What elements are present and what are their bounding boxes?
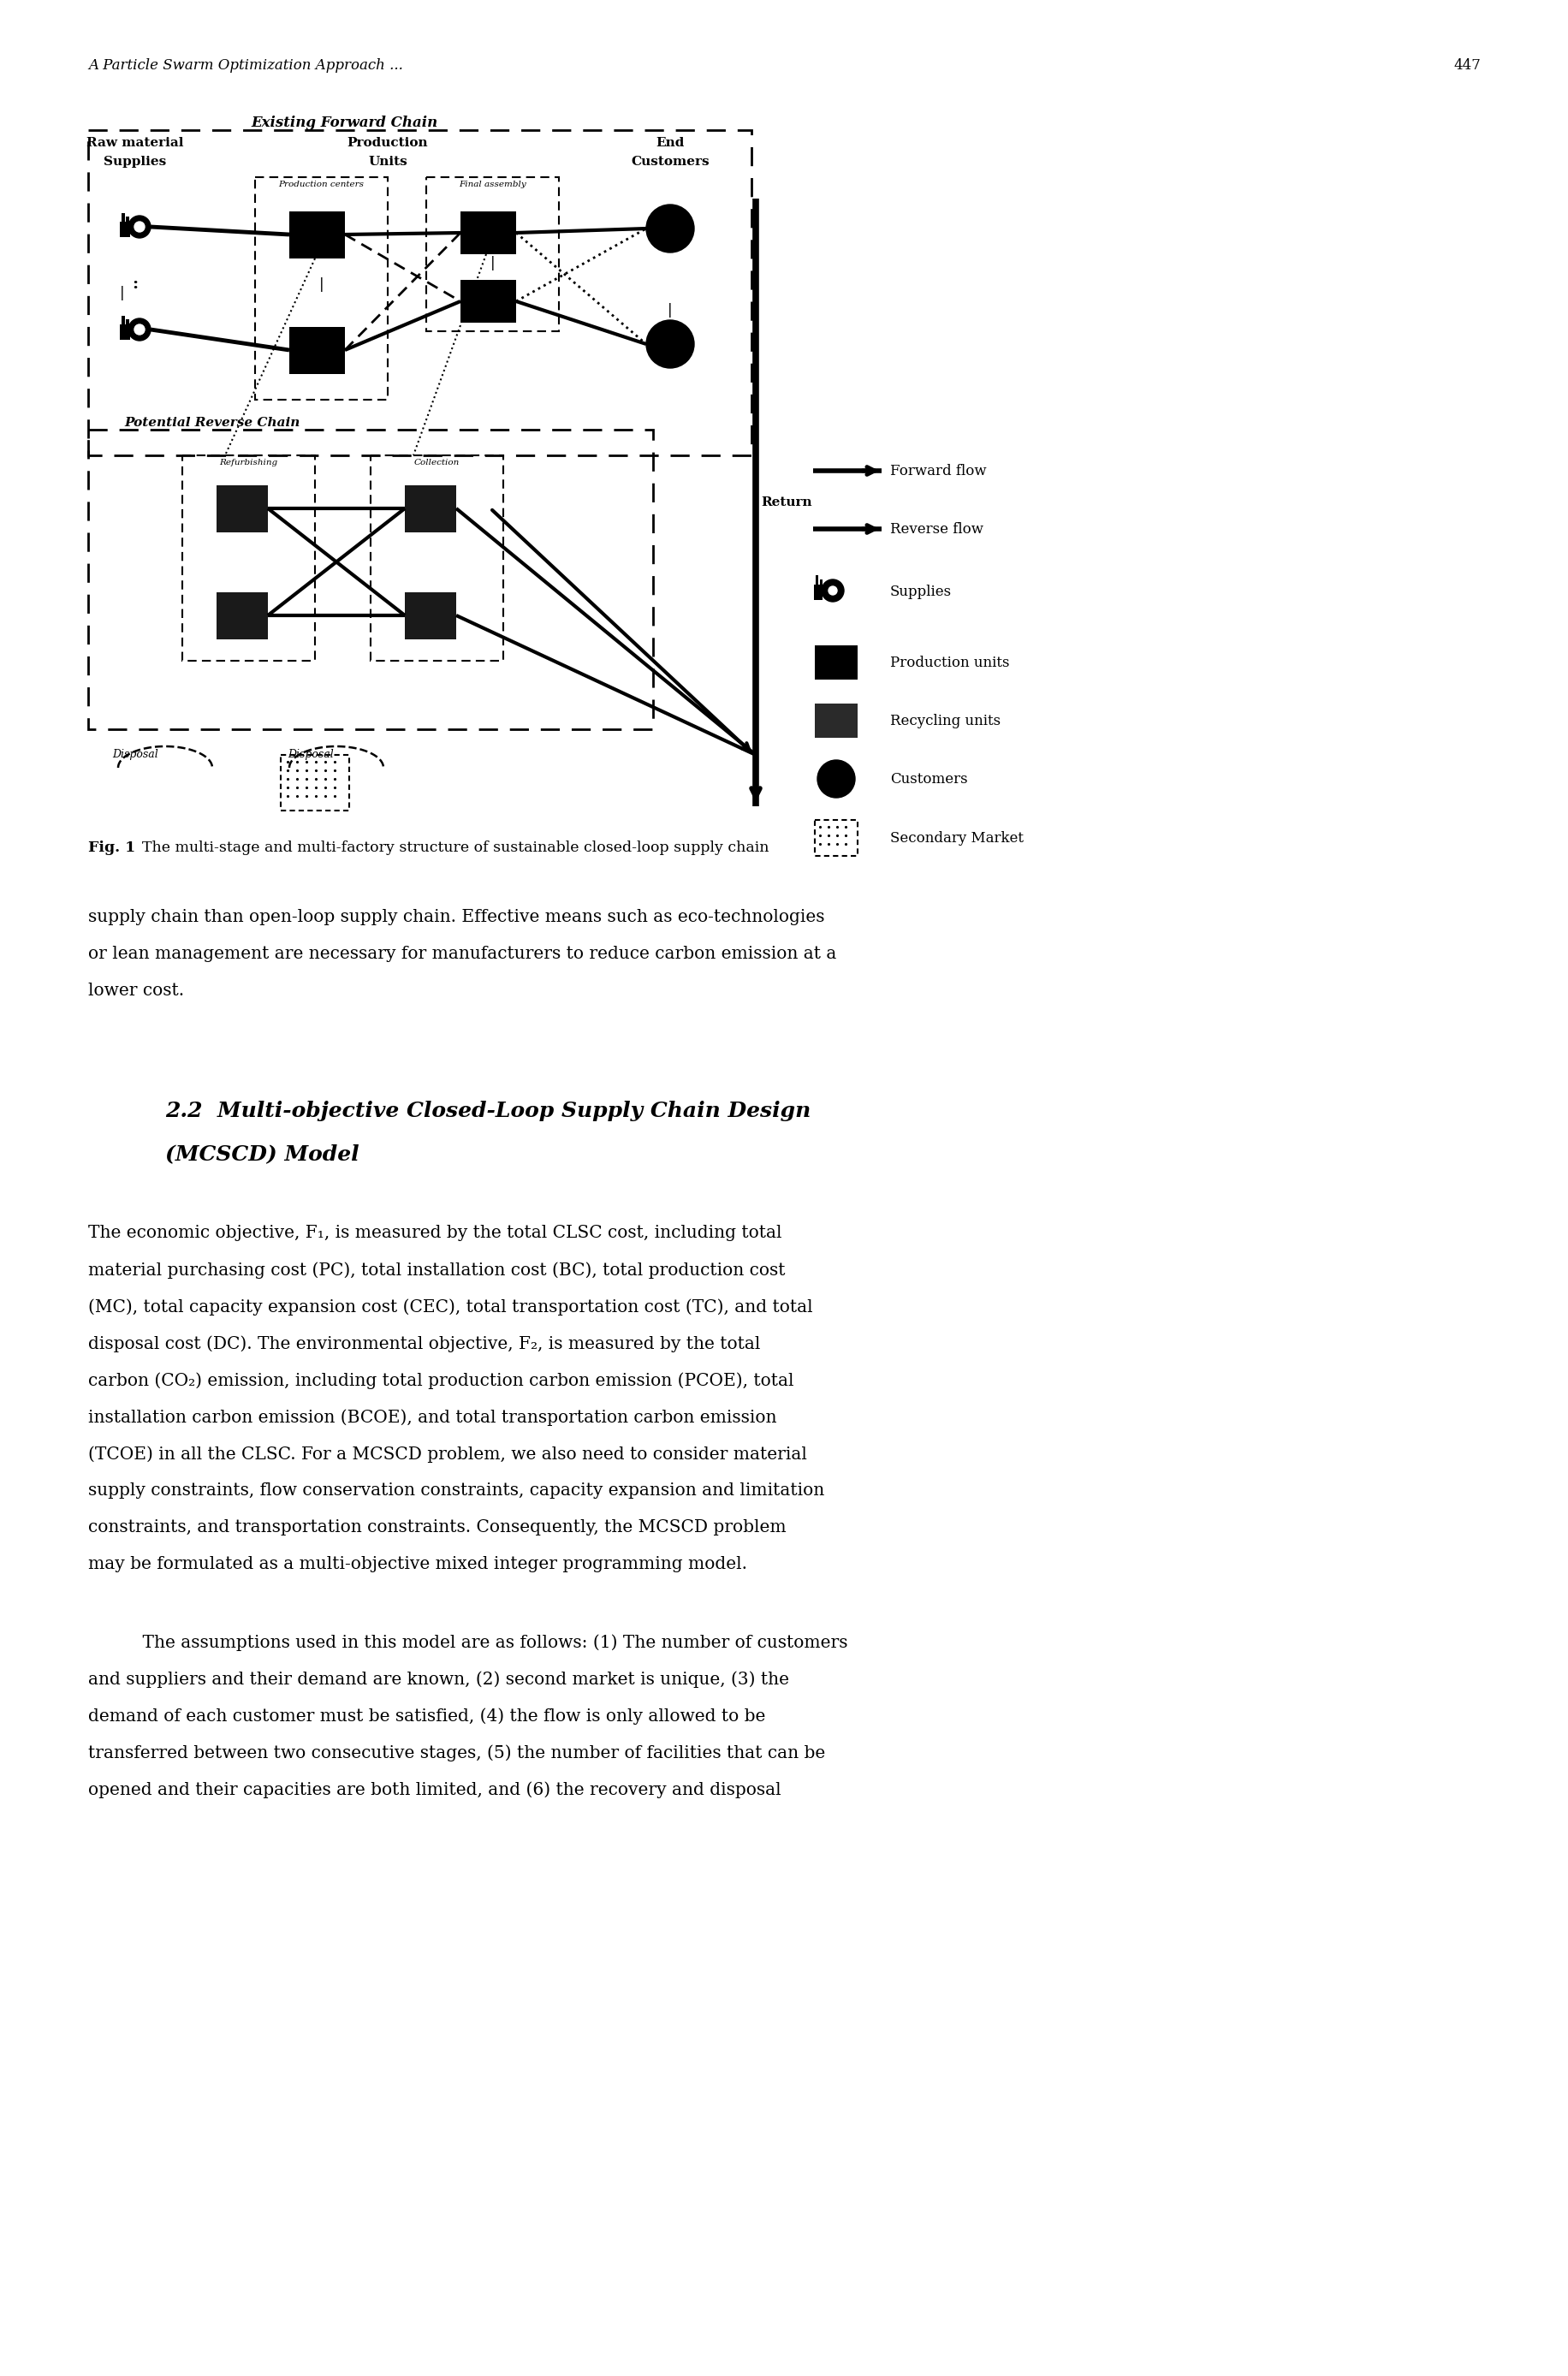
Text: |: | <box>489 257 495 271</box>
Bar <box>461 211 516 254</box>
Text: constraints, and transportation constraints. Consequently, the MCSCD problem: constraints, and transportation constrai… <box>88 1518 786 1535</box>
Text: opened and their capacities are both limited, and (6) the recovery and disposal: opened and their capacities are both lim… <box>88 1782 781 1799</box>
Text: |: | <box>318 278 323 292</box>
Text: (TCOE) in all the CLSC. For a MCSCD problem, we also need to consider material: (TCOE) in all the CLSC. For a MCSCD prob… <box>88 1445 806 1464</box>
Text: Potential Reverse Chain: Potential Reverse Chain <box>124 416 299 428</box>
Text: (MC), total capacity expansion cost (CEC), total transportation cost (TC), and t: (MC), total capacity expansion cost (CEC… <box>88 1297 812 1316</box>
Text: supply constraints, flow conservation constraints, capacity expansion and limita: supply constraints, flow conservation co… <box>88 1483 825 1499</box>
Bar <box>121 214 125 223</box>
Text: 447: 447 <box>1452 57 1480 74</box>
Text: supply chain than open-loop supply chain. Effective means such as eco-technologi: supply chain than open-loop supply chain… <box>88 910 825 924</box>
Bar <box>461 280 516 323</box>
Circle shape <box>822 580 844 601</box>
Bar <box>256 178 387 399</box>
Bar <box>88 430 652 729</box>
Text: Fig. 1: Fig. 1 <box>88 841 135 855</box>
Text: Customers: Customers <box>630 157 709 169</box>
Circle shape <box>129 216 151 238</box>
Text: Collection: Collection <box>414 459 459 466</box>
Circle shape <box>135 221 144 233</box>
Text: Forward flow: Forward flow <box>889 463 986 478</box>
Bar <box>281 756 350 810</box>
Circle shape <box>129 318 151 340</box>
Text: Production units: Production units <box>889 656 1008 670</box>
Text: transferred between two consecutive stages, (5) the number of facilities that ca: transferred between two consecutive stag… <box>88 1744 825 1761</box>
Bar <box>405 592 456 639</box>
Text: disposal cost (DC). The environmental objective, F₂, is measured by the total: disposal cost (DC). The environmental ob… <box>88 1335 760 1352</box>
Bar <box>370 456 503 661</box>
Text: Units: Units <box>368 157 408 169</box>
Text: Disposal: Disposal <box>113 748 158 760</box>
Bar <box>814 584 822 601</box>
Bar <box>814 703 858 739</box>
Text: End: End <box>655 138 684 150</box>
Text: may be formulated as a multi-objective mixed integer programming model.: may be formulated as a multi-objective m… <box>88 1556 746 1573</box>
Text: and suppliers and their demand are known, (2) second market is unique, (3) the: and suppliers and their demand are known… <box>88 1670 789 1687</box>
Text: Production: Production <box>347 138 428 150</box>
Circle shape <box>817 760 855 798</box>
Bar <box>121 316 125 326</box>
Circle shape <box>646 321 693 368</box>
Text: A Particle Swarm Optimization Approach ...: A Particle Swarm Optimization Approach .… <box>88 57 403 74</box>
Bar <box>182 456 315 661</box>
Bar <box>119 326 130 340</box>
Bar <box>426 178 558 330</box>
Text: The multi-stage and multi-factory structure of sustainable closed-loop supply ch: The multi-stage and multi-factory struct… <box>133 841 768 855</box>
Text: Supplies: Supplies <box>103 157 166 169</box>
Text: material purchasing cost (PC), total installation cost (BC), total production co: material purchasing cost (PC), total ins… <box>88 1262 786 1278</box>
Circle shape <box>646 204 693 252</box>
Text: 2.2  Multi-objective Closed-Loop Supply Chain Design: 2.2 Multi-objective Closed-Loop Supply C… <box>165 1100 811 1121</box>
Text: The economic objective, F₁, is measured by the total CLSC cost, including total: The economic objective, F₁, is measured … <box>88 1224 781 1240</box>
Text: Reverse flow: Reverse flow <box>889 523 983 537</box>
Text: demand of each customer must be satisfied, (4) the flow is only allowed to be: demand of each customer must be satisfie… <box>88 1708 765 1725</box>
Text: |: | <box>668 302 673 316</box>
Text: (MCSCD) Model: (MCSCD) Model <box>165 1143 359 1164</box>
Text: Refurbishing: Refurbishing <box>220 459 278 466</box>
Text: Final assembly: Final assembly <box>458 181 525 188</box>
Text: Customers: Customers <box>889 772 967 786</box>
Text: Disposal: Disposal <box>287 748 334 760</box>
Bar <box>405 485 456 532</box>
Bar <box>289 211 345 259</box>
Text: :: : <box>132 276 138 292</box>
Text: Production centers: Production centers <box>279 181 364 188</box>
Bar <box>289 328 345 373</box>
Bar <box>814 820 858 855</box>
Bar <box>815 575 818 587</box>
Text: The assumptions used in this model are as follows: (1) The number of customers: The assumptions used in this model are a… <box>121 1635 847 1651</box>
Bar <box>216 592 268 639</box>
Circle shape <box>828 587 837 594</box>
Text: or lean management are necessary for manufacturers to reduce carbon emission at : or lean management are necessary for man… <box>88 946 836 962</box>
Text: Raw material: Raw material <box>86 138 183 150</box>
Text: Recycling units: Recycling units <box>889 713 1000 727</box>
Text: Supplies: Supplies <box>889 584 952 599</box>
Text: carbon (CO₂) emission, including total production carbon emission (PCOE), total: carbon (CO₂) emission, including total p… <box>88 1371 793 1390</box>
Circle shape <box>135 326 144 335</box>
Text: installation carbon emission (BCOE), and total transportation carbon emission: installation carbon emission (BCOE), and… <box>88 1409 776 1426</box>
Text: Existing Forward Chain: Existing Forward Chain <box>251 116 437 131</box>
Bar <box>820 580 822 587</box>
Text: Secondary Market: Secondary Market <box>889 832 1022 846</box>
Text: Return: Return <box>760 497 812 508</box>
Bar <box>88 131 751 456</box>
Bar <box>814 646 858 680</box>
Text: |: | <box>119 285 125 299</box>
Text: lower cost.: lower cost. <box>88 984 183 998</box>
Bar <box>125 318 129 326</box>
Bar <box>125 216 129 223</box>
Bar <box>216 485 268 532</box>
Bar <box>119 221 130 238</box>
